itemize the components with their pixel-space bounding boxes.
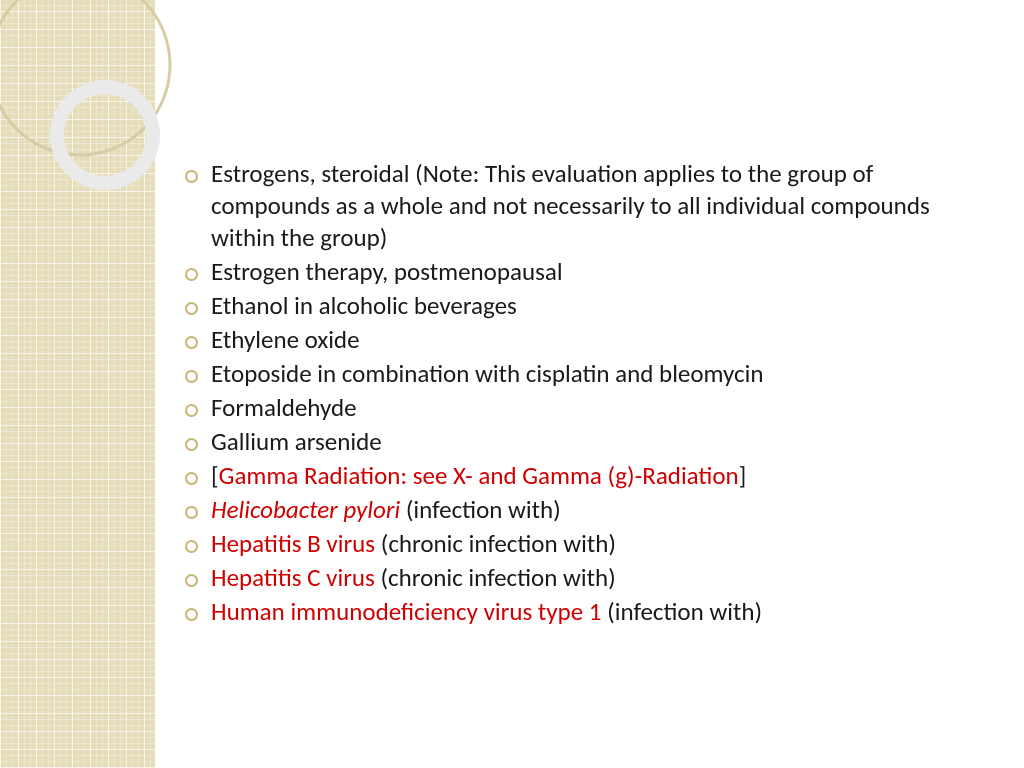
bullet-item: Hepatitis B virus (chronic infection wit… bbox=[175, 528, 995, 560]
bullet-text-segment: Ethanol in alcoholic beverages bbox=[211, 290, 517, 321]
bullet-item: Helicobacter pylori (infection with) bbox=[175, 494, 995, 526]
bullet-text-segment: Etoposide in combination with cisplatin … bbox=[211, 358, 764, 389]
bullet-text-segment: (chronic infection with) bbox=[375, 528, 616, 559]
bullet-text-segment: ] bbox=[739, 460, 747, 491]
bullet-text-segment: [ bbox=[211, 460, 219, 491]
bullet-text-segment: Formaldehyde bbox=[211, 392, 357, 423]
bullet-item: Ethanol in alcoholic beverages bbox=[175, 290, 995, 322]
bullet-text-segment: Gamma Radiation: see X- and Gamma (g)-Ra… bbox=[219, 460, 739, 491]
bullet-text-segment: (infection with) bbox=[601, 596, 762, 627]
bullet-item: Formaldehyde bbox=[175, 392, 995, 424]
bullet-text-segment: Estrogens, steroidal (Note: This evaluat… bbox=[211, 158, 930, 253]
bullet-list: Estrogens, steroidal (Note: This evaluat… bbox=[175, 158, 995, 628]
bullet-item: Estrogens, steroidal (Note: This evaluat… bbox=[175, 158, 995, 254]
bullet-item: Hepatitis C virus (chronic infection wit… bbox=[175, 562, 995, 594]
bullet-text-segment: Human immunodeficiency virus type 1 bbox=[211, 596, 601, 627]
bullet-text-segment: Estrogen therapy, postmenopausal bbox=[211, 256, 563, 287]
bullet-text-segment: Helicobacter pylori bbox=[211, 494, 400, 525]
bullet-item: [Gamma Radiation: see X- and Gamma (g)-R… bbox=[175, 460, 995, 492]
bullet-text-segment: Ethylene oxide bbox=[211, 324, 360, 355]
bullet-item: Gallium arsenide bbox=[175, 426, 995, 458]
bullet-text-segment: Hepatitis B virus bbox=[211, 528, 375, 559]
bullet-text-segment: Hepatitis C virus bbox=[211, 562, 375, 593]
bullet-item: Human immunodeficiency virus type 1 (inf… bbox=[175, 596, 995, 628]
bullet-item: Estrogen therapy, postmenopausal bbox=[175, 256, 995, 288]
bullet-text-segment: (infection with) bbox=[400, 494, 561, 525]
bullet-item: Etoposide in combination with cisplatin … bbox=[175, 358, 995, 390]
bullet-text-segment: Gallium arsenide bbox=[211, 426, 382, 457]
decorative-sidebar bbox=[0, 0, 155, 768]
bullet-text-segment: (chronic infection with) bbox=[375, 562, 616, 593]
bullet-item: Ethylene oxide bbox=[175, 324, 995, 356]
slide-content: Estrogens, steroidal (Note: This evaluat… bbox=[175, 158, 995, 630]
